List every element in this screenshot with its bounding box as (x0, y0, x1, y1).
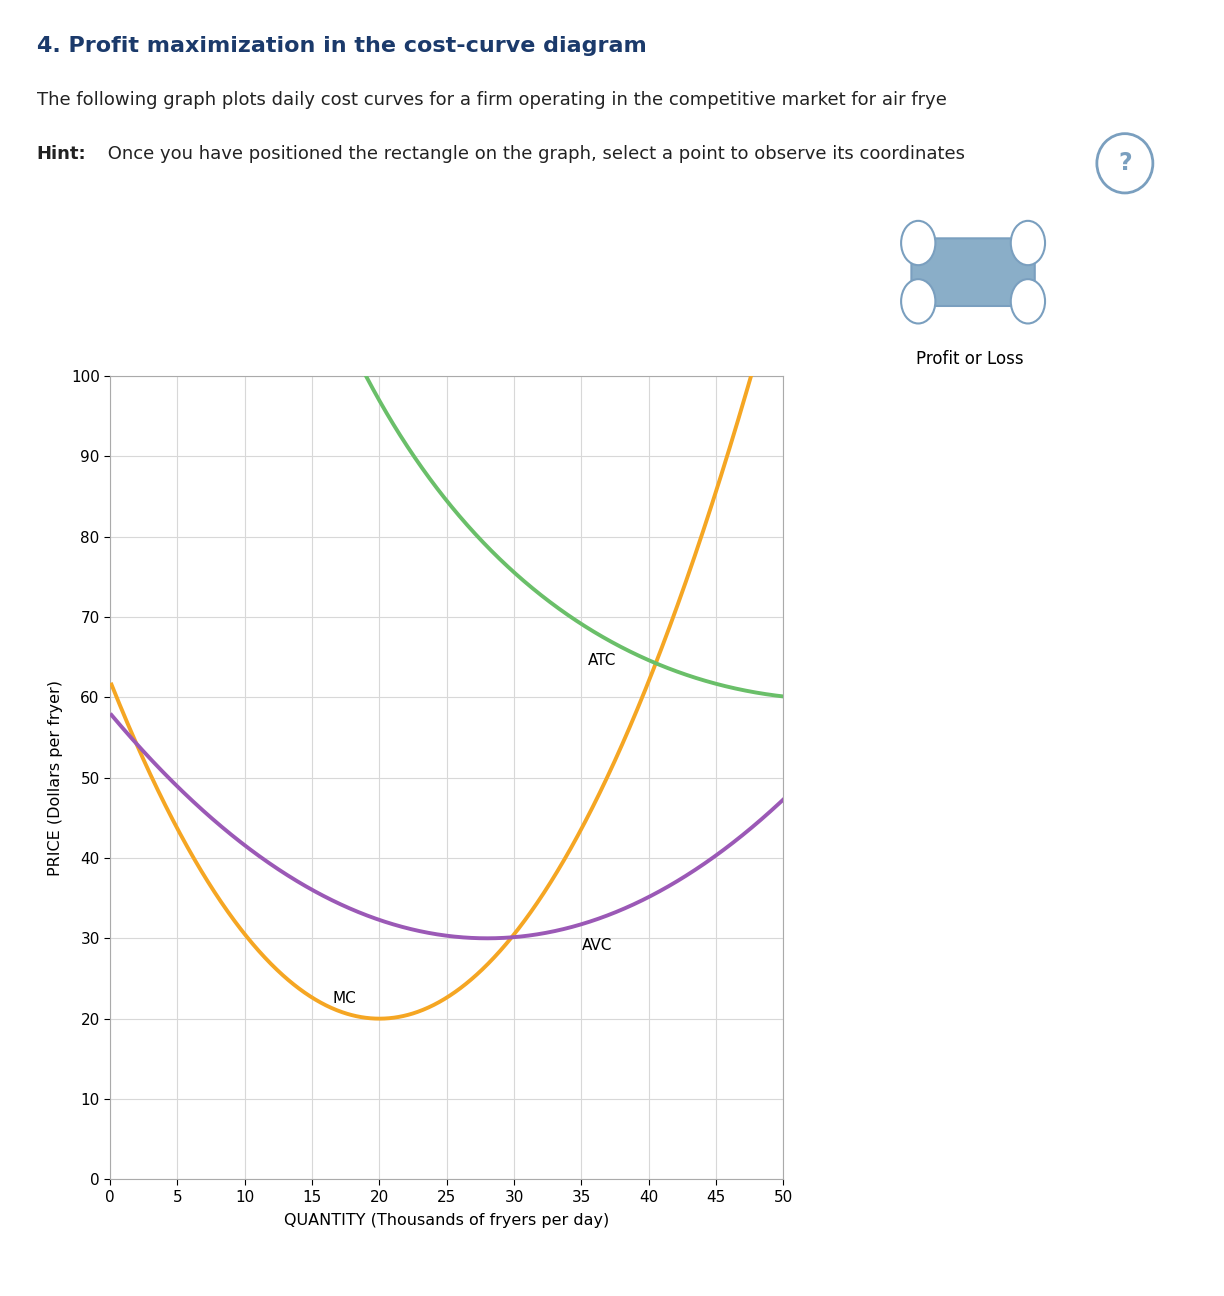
Text: 4. Profit maximization in the cost-curve diagram: 4. Profit maximization in the cost-curve… (37, 36, 646, 56)
Text: ATC: ATC (589, 653, 617, 669)
Ellipse shape (901, 220, 935, 266)
Text: The following graph plots daily cost curves for a firm operating in the competit: The following graph plots daily cost cur… (37, 91, 946, 109)
Y-axis label: PRICE (Dollars per fryer): PRICE (Dollars per fryer) (48, 679, 62, 876)
Ellipse shape (1011, 279, 1045, 324)
Ellipse shape (901, 279, 935, 324)
Text: Hint:: Hint: (37, 145, 87, 163)
Text: ?: ? (1118, 152, 1132, 175)
Text: AVC: AVC (581, 938, 612, 954)
Text: Profit or Loss: Profit or Loss (916, 350, 1023, 368)
Ellipse shape (1011, 220, 1045, 266)
X-axis label: QUANTITY (Thousands of fryers per day): QUANTITY (Thousands of fryers per day) (284, 1213, 610, 1229)
FancyBboxPatch shape (912, 238, 1034, 306)
Text: MC: MC (333, 990, 356, 1006)
Text: Once you have positioned the rectangle on the graph, select a point to observe i: Once you have positioned the rectangle o… (102, 145, 965, 163)
Circle shape (1097, 133, 1153, 193)
